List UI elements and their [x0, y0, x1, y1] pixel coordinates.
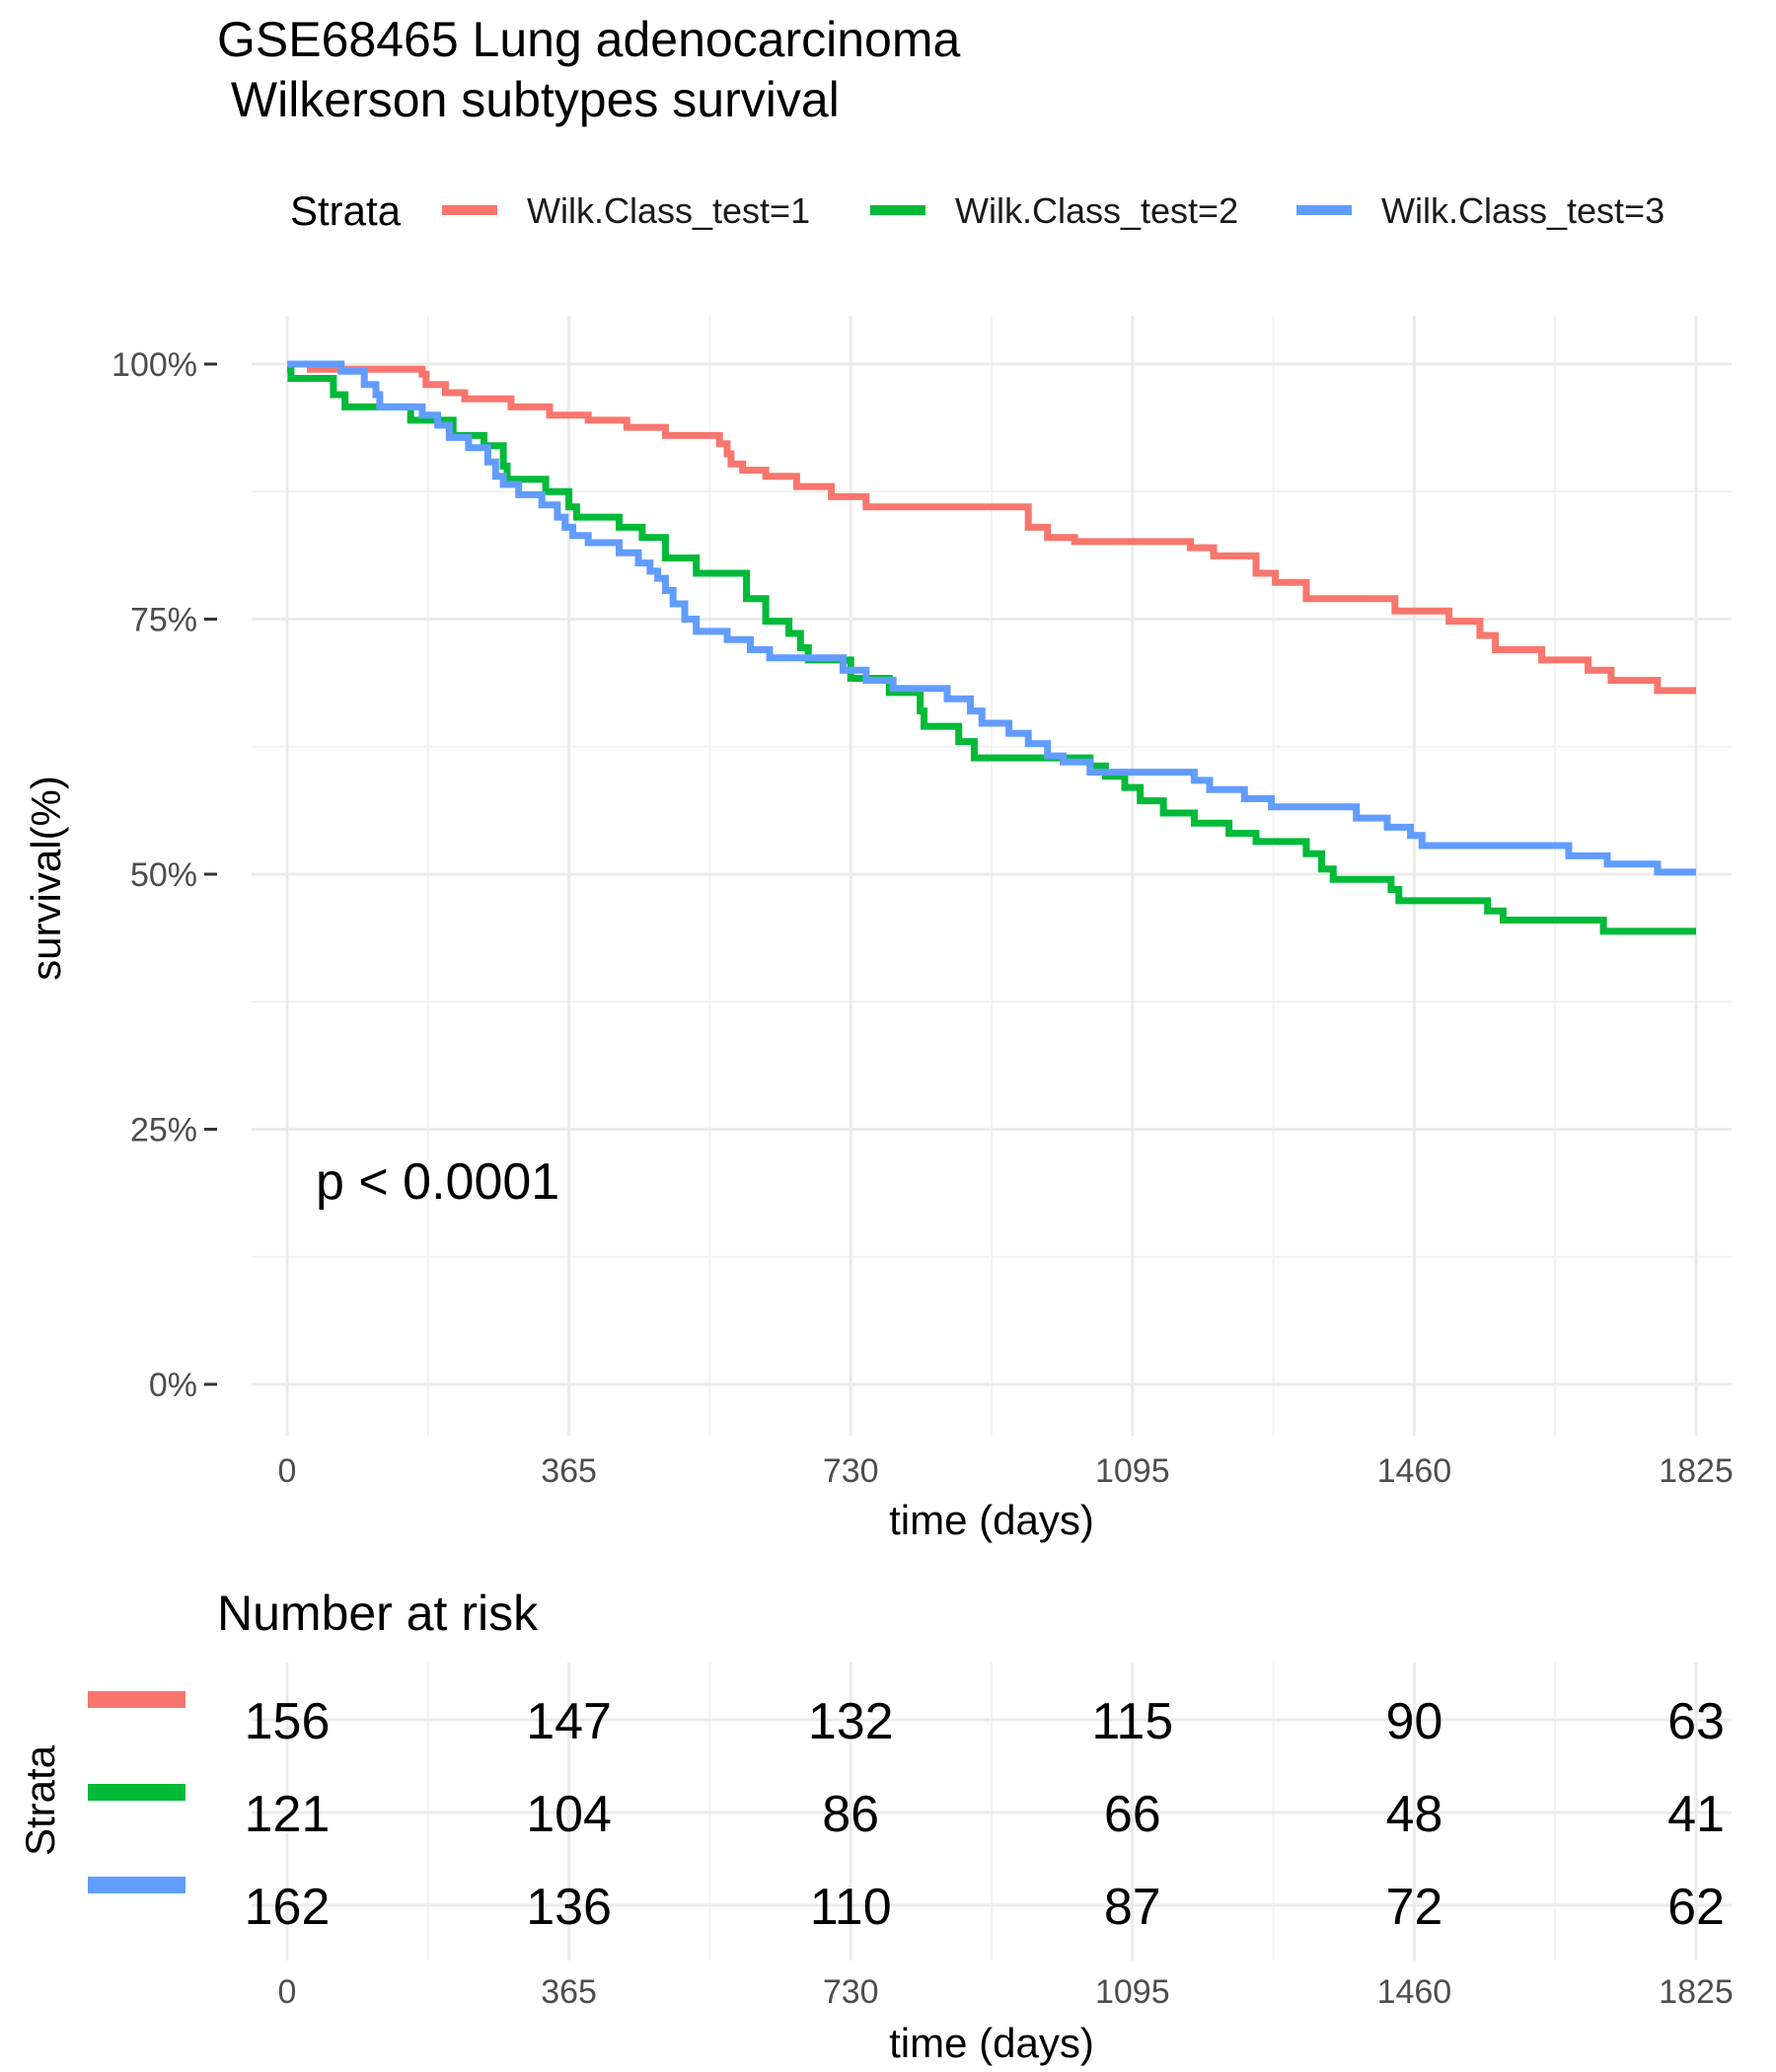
risk-x-tick-label: 730: [823, 1973, 879, 2011]
risk-cell: 48: [1385, 1786, 1443, 1843]
x-tick-label: 0: [278, 1452, 297, 1490]
x-tick-label: 1460: [1377, 1452, 1452, 1490]
x-axis: 0 365 730 1095 1460 1825: [278, 1452, 1734, 1490]
risk-x-tick-label: 1460: [1377, 1973, 1452, 2011]
risk-cell: 63: [1667, 1693, 1725, 1750]
risk-cell: 147: [526, 1693, 612, 1750]
legend-label-2: Wilk.Class_test=2: [955, 190, 1238, 231]
risk-table: Number at risk 156 147 132 115 90 63 121 104 86 6…: [17, 1586, 1734, 2066]
chart-title-line1: GSE68465 Lung adenocarcinoma: [217, 12, 961, 67]
y-tick-label: 75%: [130, 602, 197, 639]
risk-cell: 41: [1667, 1786, 1725, 1843]
risk-cell: 87: [1104, 1879, 1161, 1936]
risk-cell: 156: [245, 1693, 331, 1750]
risk-cell: 72: [1385, 1879, 1443, 1936]
legend-title: Strata: [290, 187, 402, 234]
risk-cell: 62: [1667, 1879, 1725, 1936]
x-tick-label: 1095: [1095, 1452, 1170, 1490]
risk-x-tick-label: 1825: [1659, 1973, 1734, 2011]
risk-x-tick-label: 0: [278, 1973, 297, 2011]
risk-cell: 162: [245, 1879, 331, 1936]
risk-cell: 132: [808, 1693, 894, 1750]
x-tick-label: 1825: [1659, 1452, 1734, 1490]
y-tick-label: 50%: [130, 856, 197, 894]
y-axis: 0% 25% 50% 75% 100%: [111, 346, 217, 1404]
risk-table-strata-swatches: [88, 1691, 185, 1893]
survival-curve-3: [287, 360, 1696, 876]
risk-cell: 115: [1091, 1693, 1173, 1750]
x-tick-label: 730: [823, 1452, 879, 1490]
risk-strata-swatch-2: [88, 1784, 185, 1801]
x-tick-label: 365: [541, 1452, 597, 1490]
risk-cell: 110: [810, 1879, 892, 1936]
risk-table-x-axis: 0 365 730 1095 1460 1825: [278, 1973, 1734, 2011]
risk-strata-swatch-3: [88, 1877, 185, 1893]
risk-table-x-axis-title: time (days): [889, 2020, 1094, 2066]
y-tick-label: 25%: [130, 1112, 197, 1149]
risk-cell: 66: [1104, 1786, 1161, 1843]
risk-table-cells: 156 147 132 115 90 63 121 104 86 66 48 41 162 136 110 8…: [245, 1693, 1725, 1936]
y-axis-title: survival(%): [23, 776, 69, 981]
risk-x-tick-label: 1095: [1095, 1973, 1170, 2011]
risk-cell: 86: [822, 1786, 879, 1843]
legend: Strata Wilk.Class_test=1 Wilk.Class_test…: [290, 187, 1665, 234]
risk-cell: 90: [1385, 1693, 1443, 1750]
risk-x-tick-label: 365: [541, 1973, 597, 2011]
chart-title-line2: Wilkerson subtypes survival: [217, 72, 840, 127]
risk-cell: 121: [245, 1786, 331, 1843]
risk-table-title: Number at risk: [217, 1586, 539, 1641]
survival-curve-1: [287, 360, 1696, 695]
legend-label-3: Wilk.Class_test=3: [1381, 190, 1665, 231]
y-tick-label: 0%: [149, 1367, 197, 1404]
legend-label-1: Wilk.Class_test=1: [527, 190, 810, 231]
risk-cell: 136: [526, 1879, 612, 1936]
risk-table-grid: [252, 1663, 1732, 1961]
risk-strata-swatch-1: [88, 1691, 185, 1708]
survival-plot: 0% 25% 50% 75% 100% 0 365 730 1095 1460 1825 p < …: [23, 316, 1734, 1543]
risk-table-y-axis-title: Strata: [17, 1744, 63, 1856]
x-axis-title: time (days): [889, 1497, 1094, 1543]
risk-cell: 104: [526, 1786, 612, 1843]
y-tick-label: 100%: [111, 346, 197, 384]
survival-curves: [287, 360, 1696, 935]
plot-grid: [252, 316, 1732, 1436]
p-value-annotation: p < 0.0001: [316, 1153, 559, 1211]
